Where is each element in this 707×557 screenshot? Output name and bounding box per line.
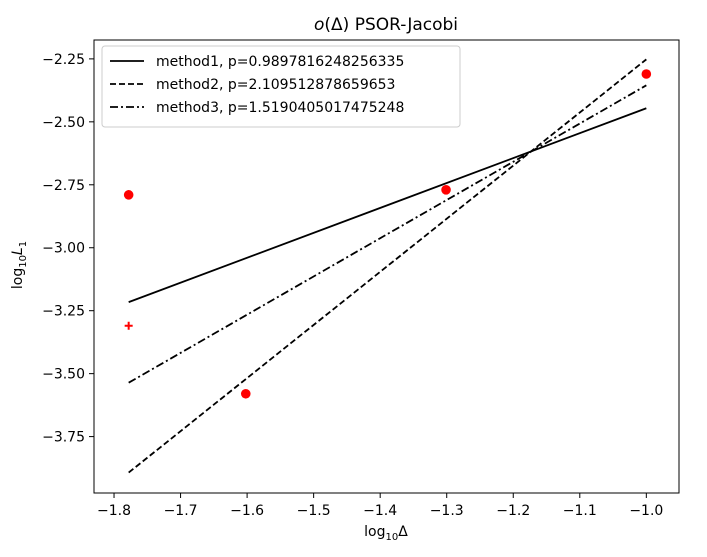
- y-tick-label: −3.25: [42, 304, 85, 320]
- data-point-4: [641, 69, 652, 79]
- legend-label-2: method2, p=2.109512878659653: [156, 77, 395, 93]
- plot-frame: [93, 39, 680, 494]
- x-tick-label: −1.4: [363, 503, 397, 519]
- y-tick-label: −3.00: [42, 241, 85, 257]
- x-tick-label: −1.3: [430, 503, 464, 519]
- series-line-1: [128, 107, 647, 303]
- x-tick-label: −1.1: [563, 503, 597, 519]
- y-axis-label: log10L1: [10, 241, 29, 289]
- y-tick-label: −2.25: [42, 52, 85, 68]
- legend-label-1: method1, p=0.9897816248256335: [156, 54, 404, 70]
- y-tick-label: −2.50: [42, 115, 85, 131]
- x-tick-label: −1.7: [164, 503, 198, 519]
- y-tick-label: −3.50: [42, 367, 85, 383]
- x-tick-label: −1.2: [496, 503, 530, 519]
- legend: method1, p=0.9897816248256335 method2, p=…: [101, 45, 461, 128]
- legend-label-3: method3, p=1.5190405017475248: [156, 100, 404, 116]
- data-point-2: [240, 388, 251, 399]
- y-axis-ticks: −2.25 −2.50 −2.75 −3.00 −3.25 −3.50 −3.75: [42, 52, 94, 446]
- data-point-3: [441, 185, 451, 195]
- x-tick-label: −1.0: [629, 503, 663, 519]
- x-tick-label: −1.5: [297, 503, 331, 519]
- data-point-plus: [124, 321, 133, 330]
- series-line-2: [128, 58, 647, 474]
- series-line-3: [128, 84, 647, 384]
- x-tick-label: −1.8: [97, 503, 131, 519]
- legend-box: [101, 45, 461, 128]
- x-tick-label: −1.6: [230, 503, 264, 519]
- plot-area: [123, 58, 652, 474]
- y-tick-label: −2.75: [42, 178, 85, 194]
- y-tick-label: −3.75: [42, 430, 85, 446]
- x-axis-label: log10Δ: [364, 524, 408, 543]
- x-axis-ticks: −1.8 −1.7 −1.6 −1.5 −1.4 −1.3 −1.2 −1.1 −1.0: [97, 493, 663, 519]
- data-point-1: [123, 190, 134, 200]
- chart-title: o(Δ) PSOR-Jacobi: [314, 15, 458, 35]
